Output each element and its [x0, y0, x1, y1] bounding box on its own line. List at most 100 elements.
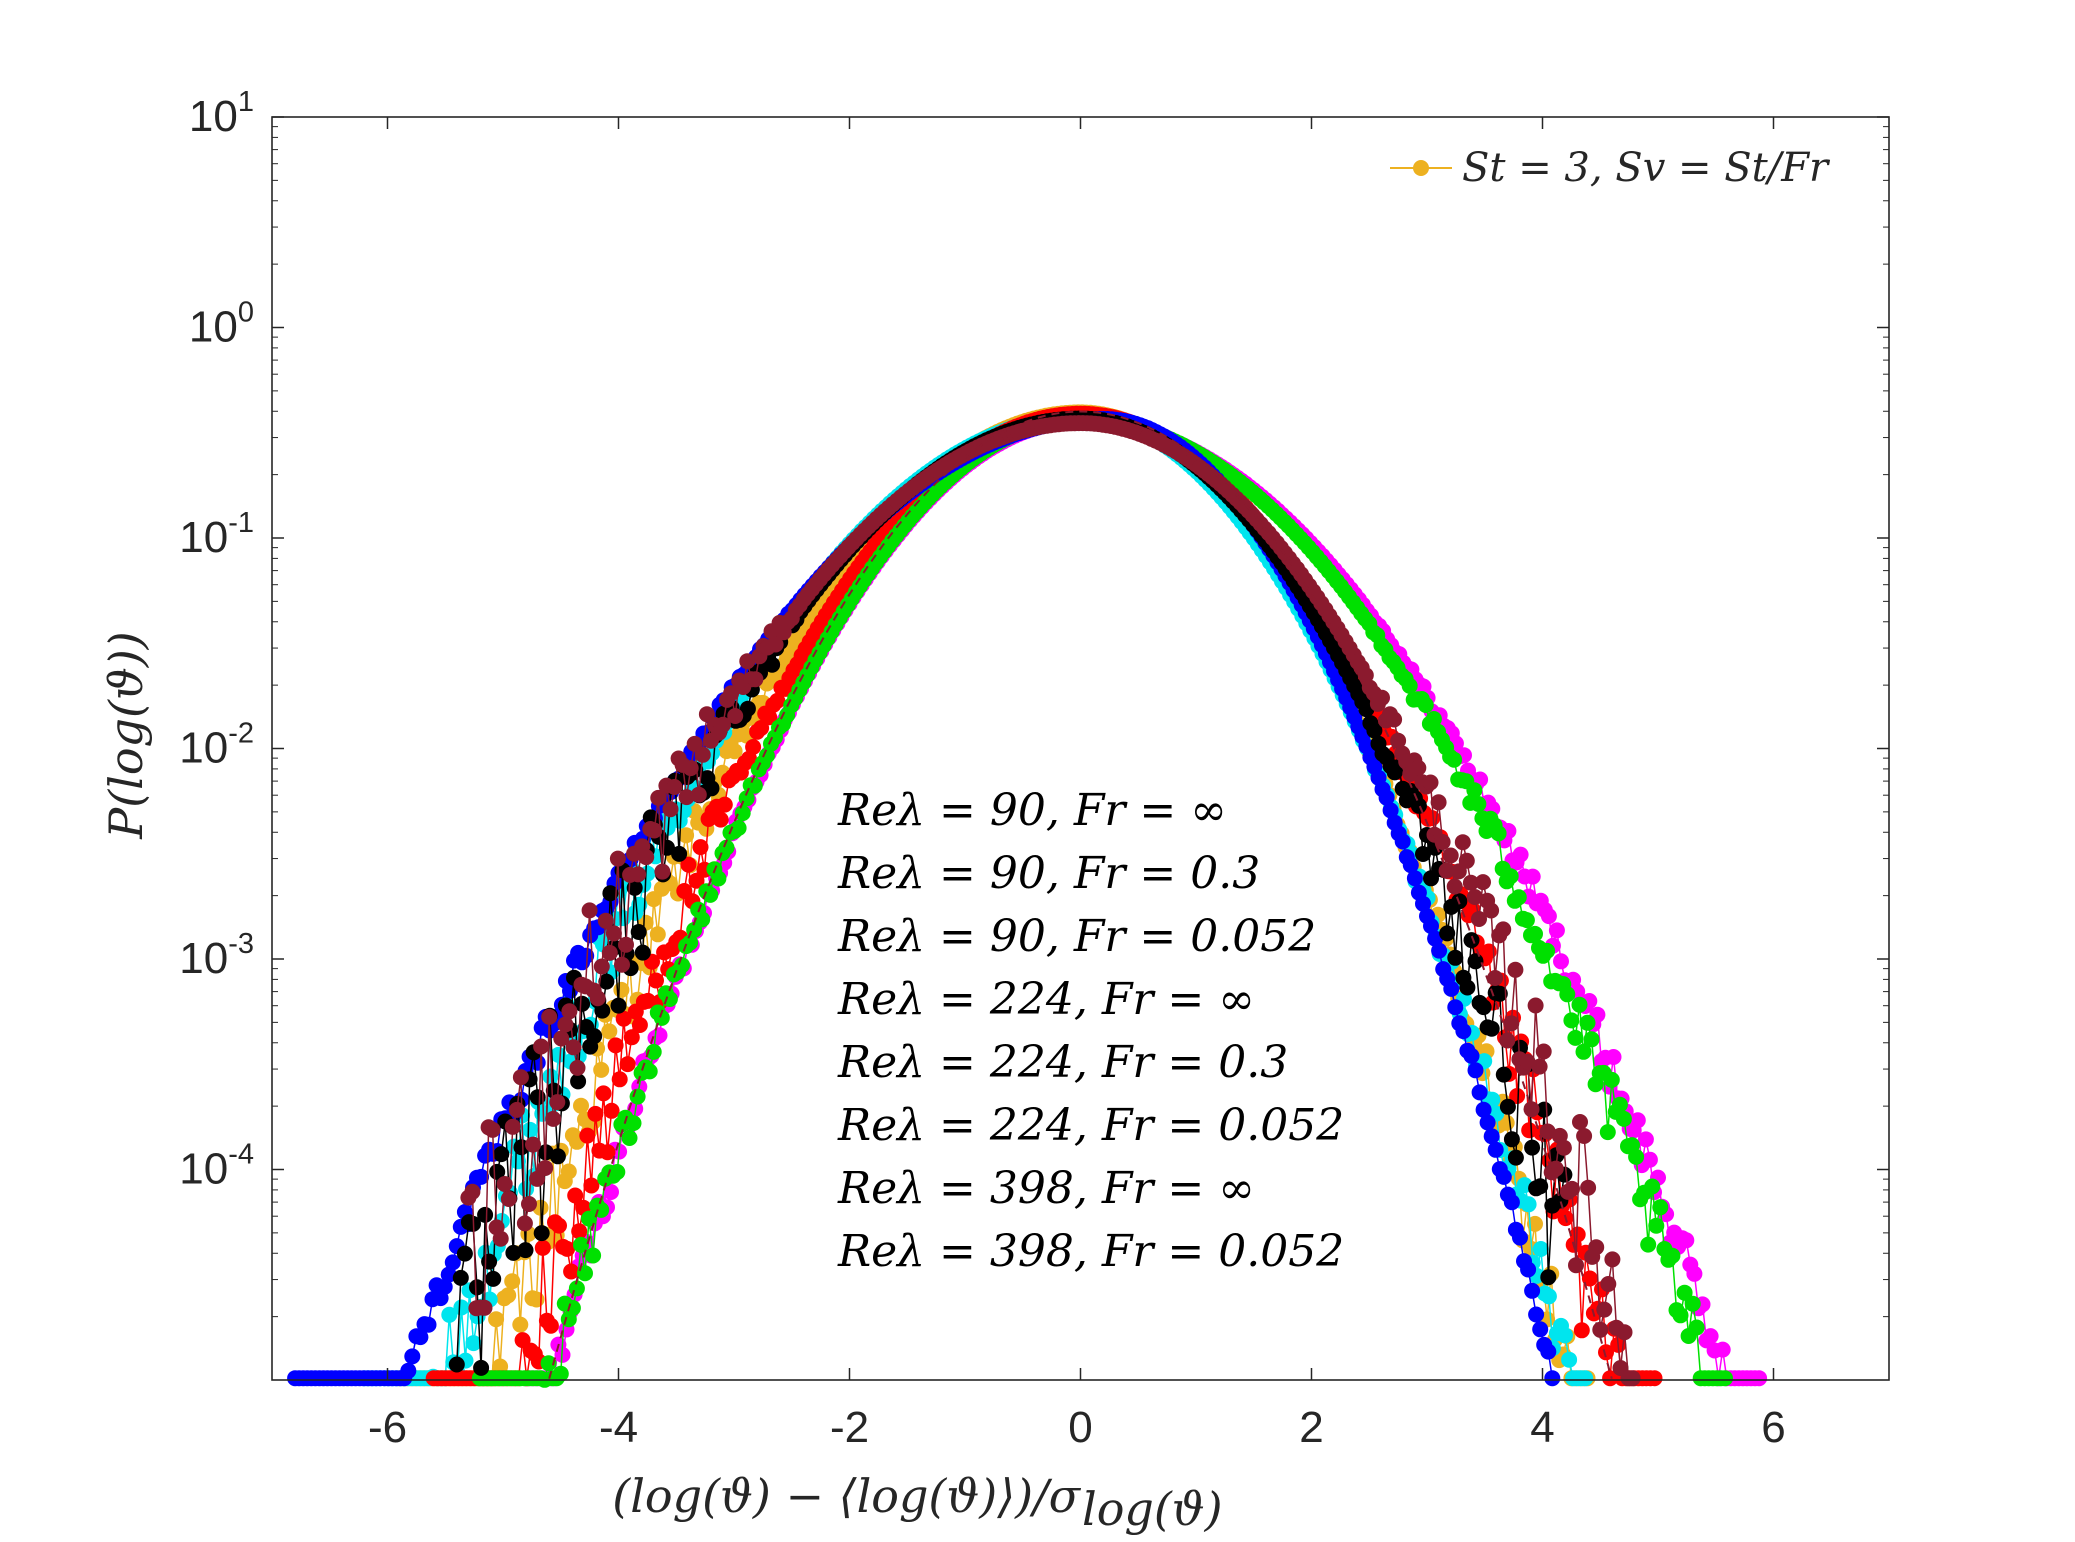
- x-axis-label-subscript: log(ϑ): [1082, 1482, 1223, 1536]
- data-point: [648, 972, 664, 989]
- data-point: [602, 885, 619, 902]
- data-point: [615, 1010, 632, 1027]
- data-point: [1415, 895, 1431, 912]
- data-point: [1527, 925, 1543, 942]
- data-point: [1512, 1229, 1528, 1246]
- data-point: [476, 1299, 493, 1316]
- data-point: [688, 872, 705, 889]
- data-point: [634, 944, 651, 961]
- data-point: [1648, 1217, 1665, 1234]
- data-point: [504, 1273, 521, 1290]
- data-point: [1637, 1131, 1654, 1148]
- data-point: [1652, 1199, 1669, 1216]
- x-tick-label: 4: [1530, 1403, 1554, 1452]
- data-point: [1401, 677, 1418, 694]
- data-point: [570, 1073, 587, 1090]
- data-point: [412, 1329, 429, 1346]
- legend: St = 3, Sv = St/Fr: [1390, 145, 1831, 191]
- gaussian-reference-curve: [548, 410, 1613, 1379]
- data-point: [583, 1177, 600, 1194]
- data-point: [1466, 782, 1483, 799]
- data-point: [1495, 921, 1512, 938]
- data-point: [1471, 1084, 1488, 1101]
- x-tick-label: -2: [830, 1403, 869, 1452]
- data-point: [1536, 1101, 1553, 1118]
- data-point: [1559, 986, 1576, 1003]
- data-point: [1540, 908, 1557, 925]
- data-point: [645, 1043, 662, 1060]
- data-point: [1459, 979, 1476, 996]
- data-point: [557, 1016, 574, 1033]
- data-point: [1539, 1123, 1556, 1140]
- data-point: [653, 1009, 670, 1026]
- data-point: [605, 925, 622, 942]
- data-point: [1524, 868, 1541, 885]
- data-point: [1544, 1370, 1561, 1387]
- data-point: [640, 992, 656, 1009]
- data-point: [1499, 1098, 1516, 1115]
- data-point: [641, 1063, 658, 1080]
- data-point: [1717, 1370, 1733, 1387]
- data-point: [1563, 1012, 1580, 1029]
- data-point: [1599, 1124, 1616, 1141]
- data-point: [1532, 1241, 1549, 1257]
- data-point: [1641, 1151, 1658, 1168]
- data-point: [436, 1278, 453, 1295]
- data-point: [542, 1068, 559, 1085]
- data-point: [533, 1038, 550, 1055]
- data-point: [559, 1240, 576, 1257]
- data-point: [621, 1130, 638, 1146]
- data-point: [500, 1191, 517, 1207]
- data-point: [745, 739, 762, 755]
- data-point: [574, 995, 591, 1012]
- data-point: [541, 1008, 558, 1025]
- data-point: [1475, 1101, 1492, 1118]
- data-point: [1580, 1179, 1597, 1196]
- data-point: [1548, 922, 1565, 939]
- annotation-line-7: Reλ = 398, Fr = ∞: [837, 1163, 1255, 1214]
- data-point: [593, 1061, 610, 1078]
- data-point: [1394, 833, 1411, 850]
- data-point: [1374, 689, 1390, 706]
- data-point: [508, 1101, 525, 1118]
- data-point: [1644, 1178, 1661, 1195]
- data-point: [716, 796, 733, 813]
- data-point: [441, 1306, 458, 1323]
- data-point: [1430, 794, 1447, 811]
- data-point: [484, 1121, 501, 1138]
- data-point: [1406, 870, 1423, 887]
- data-point: [1596, 1301, 1613, 1318]
- data-point: [1483, 902, 1500, 919]
- data-point: [1686, 1265, 1703, 1282]
- data-point: [545, 1110, 562, 1127]
- data-point: [573, 1236, 589, 1253]
- data-point: [517, 1242, 534, 1259]
- data-point: [694, 911, 711, 928]
- data-point: [1439, 925, 1456, 942]
- data-point: [1540, 1269, 1557, 1286]
- y-tick-label: 10-3: [179, 928, 254, 983]
- data-point: [1495, 1168, 1512, 1185]
- data-point: [712, 811, 729, 828]
- data-point: [1676, 1284, 1693, 1301]
- data-point: [453, 1299, 470, 1316]
- data-point: [597, 912, 614, 929]
- data-point: [1512, 1039, 1528, 1056]
- data-point: [1455, 1023, 1472, 1040]
- data-point: [492, 1230, 509, 1247]
- data-point: [581, 902, 598, 919]
- data-point: [549, 1094, 566, 1111]
- data-point: [1507, 1149, 1524, 1166]
- data-point: [1539, 942, 1556, 959]
- data-point: [528, 1291, 545, 1308]
- data-point: [567, 1187, 584, 1204]
- data-point: [1581, 1270, 1598, 1287]
- data-point: [1470, 796, 1487, 812]
- data-point: [1487, 970, 1504, 986]
- data-point: [549, 1148, 566, 1165]
- data-point: [630, 924, 647, 940]
- data-point: [674, 957, 690, 974]
- data-point: [521, 1196, 537, 1212]
- data-point: [1555, 1139, 1572, 1156]
